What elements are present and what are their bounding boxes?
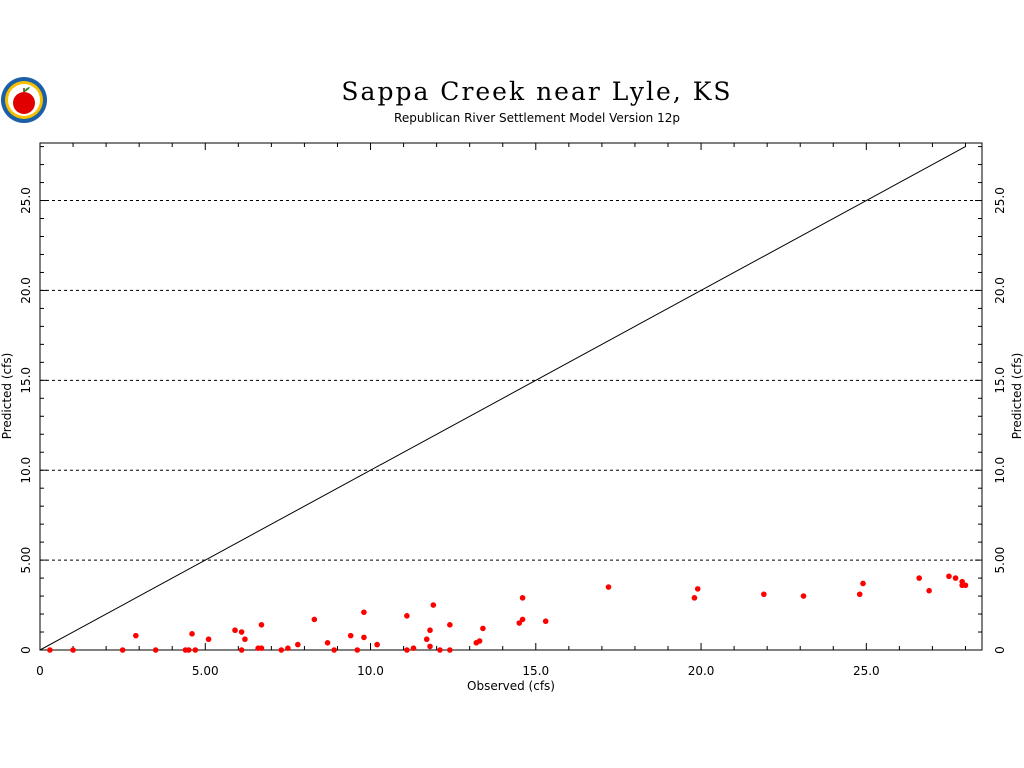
y-tick-label-left: 10.0 — [19, 457, 33, 484]
data-point — [447, 622, 453, 628]
data-point — [192, 647, 199, 653]
data-point — [519, 595, 526, 601]
data-point — [238, 629, 245, 635]
data-point — [952, 575, 959, 581]
data-point — [242, 636, 248, 643]
y-tick-label-right: 10.0 — [993, 457, 1007, 484]
data-point — [437, 647, 443, 653]
x-tick-label: 25.0 — [853, 664, 880, 678]
data-point — [119, 647, 126, 653]
y-tick-label-left: 15.0 — [19, 367, 33, 394]
x-tick-label: 20.0 — [688, 664, 715, 678]
reference-line-group — [39, 146, 966, 651]
one-to-one-line — [39, 146, 966, 651]
y-tick-label-left: 25.0 — [19, 187, 33, 214]
data-point — [258, 622, 265, 628]
data-point — [133, 632, 139, 639]
data-point — [519, 616, 526, 623]
y-axis-label-right: Predicted (cfs) — [1010, 353, 1024, 440]
data-point — [347, 632, 354, 639]
data-point — [404, 647, 410, 653]
data-point — [430, 602, 437, 608]
data-point — [361, 609, 367, 616]
data-point — [800, 593, 807, 599]
axis-ticks: 0 5.00 10.0 15.0 20.0 25.0 0 0 5.00 5.00 10.0 10.0 1… — [19, 143, 1007, 678]
plot-area — [39, 142, 983, 651]
y-tick-label-right: 5.00 — [993, 547, 1007, 574]
x-axis-label: Observed (cfs) — [467, 679, 555, 693]
data-point — [185, 647, 192, 653]
data-point — [152, 647, 159, 653]
data-points — [47, 573, 969, 653]
y-tick-label-left: 5.00 — [19, 547, 33, 574]
data-point — [946, 573, 952, 580]
data-point — [295, 641, 301, 648]
data-point — [205, 636, 212, 643]
data-point — [476, 638, 483, 644]
y-tick-label-left: 0 — [19, 646, 33, 654]
data-point — [447, 647, 453, 653]
x-tick-label: 15.0 — [522, 664, 549, 678]
grid-lines — [40, 200, 982, 561]
data-point — [331, 647, 337, 653]
data-point — [856, 591, 863, 598]
data-point — [361, 634, 367, 641]
y-tick-label-right: 0 — [993, 646, 1007, 654]
y-axis-label-left: Predicted (cfs) — [0, 353, 14, 440]
x-tick-label: 5.00 — [192, 664, 219, 678]
data-point — [311, 616, 318, 623]
data-point — [605, 584, 612, 590]
data-point — [916, 575, 922, 581]
data-point — [926, 587, 932, 594]
y-tick-label-right: 20.0 — [993, 277, 1007, 304]
data-point — [410, 645, 417, 652]
x-tick-label: 10.0 — [357, 664, 384, 678]
data-point — [860, 580, 866, 587]
data-point — [189, 631, 195, 637]
data-point — [761, 591, 767, 598]
data-point — [258, 645, 265, 652]
data-point — [427, 643, 433, 650]
data-point — [404, 613, 410, 619]
chart-subtitle: Republican River Settlement Model Versio… — [394, 111, 680, 125]
y-tick-label-left: 20.0 — [19, 277, 33, 304]
data-point — [423, 636, 430, 643]
data-point — [285, 645, 291, 652]
data-point — [694, 586, 701, 592]
data-point — [70, 647, 76, 653]
apple-logo-icon — [1, 77, 47, 123]
data-point — [374, 641, 380, 648]
data-point — [480, 625, 486, 632]
data-point — [354, 647, 361, 653]
data-point — [232, 627, 238, 634]
data-point — [324, 640, 331, 646]
data-point — [516, 620, 523, 626]
y-tick-label-right: 15.0 — [993, 367, 1007, 394]
chart-title: Sappa Creek near Lyle, KS — [341, 77, 732, 106]
data-point — [542, 618, 549, 625]
data-point — [427, 627, 433, 634]
data-point — [278, 647, 285, 653]
data-point — [691, 595, 698, 601]
y-tick-label-right: 25.0 — [993, 187, 1007, 214]
x-tick-label: 0 — [36, 664, 44, 678]
data-point — [47, 647, 53, 653]
data-point — [962, 582, 969, 589]
data-point — [238, 647, 245, 653]
